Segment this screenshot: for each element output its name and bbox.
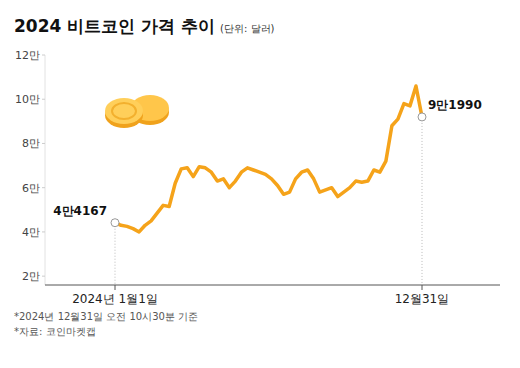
- data-label: 9만1990: [428, 98, 482, 112]
- y-tick-label: 8만: [22, 137, 40, 150]
- note: *2024년 12월31일 오전 10시30분 기준: [14, 311, 198, 322]
- x-tick-label: 2024년 1월1일: [72, 292, 158, 306]
- point-marker: [418, 113, 426, 121]
- data-label: 4만4167: [53, 204, 107, 218]
- title: 2024 비트코인 가격 추이: [14, 16, 215, 36]
- x-tick: [422, 285, 423, 290]
- y-tick: [42, 231, 45, 232]
- y-tick-label: 10만: [15, 93, 40, 106]
- y-tick: [42, 187, 45, 188]
- y-tick: [42, 55, 45, 56]
- coin: [105, 98, 143, 124]
- y-tick-label: 2만: [22, 270, 40, 283]
- coin-ring: [112, 103, 136, 119]
- note: *자료: 코인마켓캡: [14, 326, 96, 337]
- subtitle: (단위: 달러): [220, 23, 274, 34]
- x-tick-label: 12월31일: [395, 292, 450, 306]
- y-tick: [42, 276, 45, 277]
- point-marker: [111, 219, 119, 227]
- drop-line: [422, 117, 423, 285]
- drop-line: [115, 223, 116, 285]
- x-axis: [45, 285, 500, 286]
- price-line: [115, 86, 422, 232]
- y-tick: [42, 99, 45, 100]
- plot-area: [115, 86, 422, 232]
- y-tick-label: 4만: [22, 226, 40, 239]
- chart: 2024 비트코인 가격 추이 (단위: 달러) 2만 4만 6만 8만 10만 12만 202…: [0, 0, 520, 368]
- y-tick-label: 12만: [15, 49, 40, 62]
- y-tick-label: 6만: [22, 182, 40, 195]
- x-tick: [115, 285, 116, 290]
- y-tick: [42, 143, 45, 144]
- y-axis: [45, 55, 46, 285]
- coin-icon: [105, 95, 169, 128]
